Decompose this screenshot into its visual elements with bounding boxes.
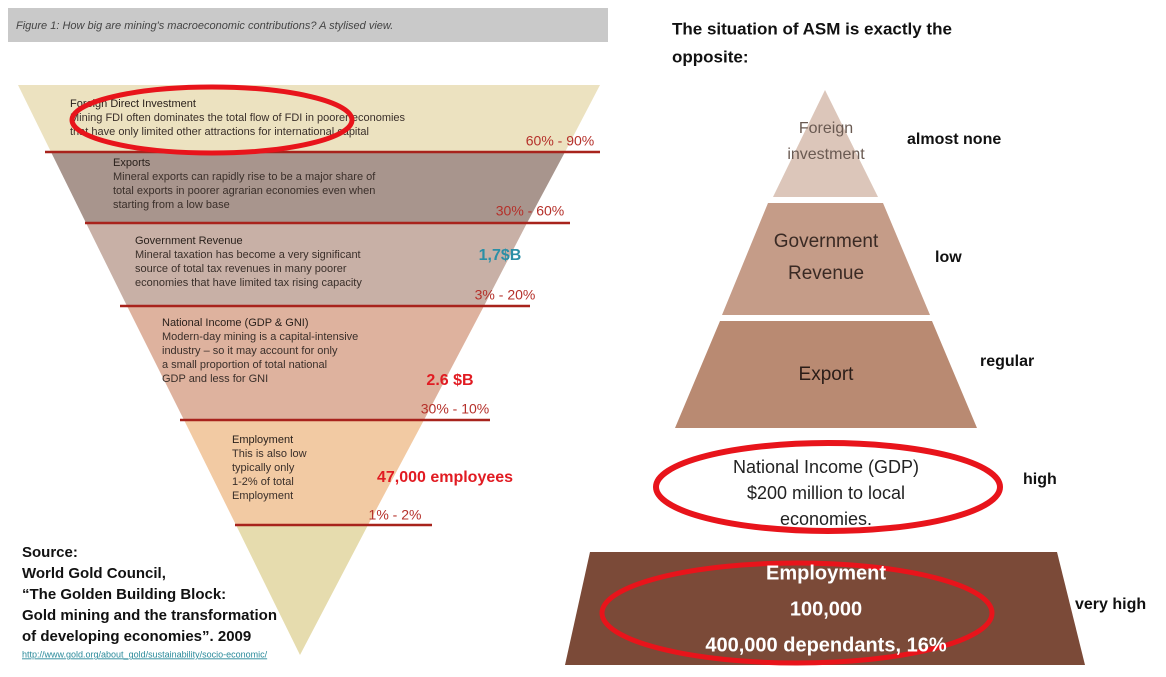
level-text: economies that have limited tax rising c… (135, 277, 362, 289)
highlight-ellipse (599, 560, 995, 666)
level-figure: 1,7$B (479, 247, 522, 264)
pyramid-rating: very high (1075, 596, 1146, 613)
level-title: Employment (232, 434, 293, 446)
level-text: Mineral taxation has become a very signi… (135, 249, 361, 261)
level-text: This is also low (232, 448, 307, 460)
pyramid-level (773, 90, 878, 197)
funnel-band (51, 152, 565, 223)
pyramid-label: National Income (GDP) (733, 457, 919, 477)
level-figure: 47,000 employees (377, 469, 513, 486)
level-range: 30% - 10% (421, 401, 489, 417)
funnel-band (18, 85, 600, 152)
highlight-ellipse (69, 84, 355, 156)
level-text: Modern-day mining is a capital-intensive (162, 331, 358, 343)
level-text: Employment (232, 490, 293, 502)
pyramid-label: Revenue (788, 263, 864, 284)
funnel-band (86, 223, 527, 306)
level-text: that have only limited other attractions… (70, 126, 369, 138)
funnel-band (184, 420, 424, 525)
funnel-band (127, 306, 484, 420)
pyramid (565, 90, 1085, 666)
level-range: 3% - 20% (475, 287, 536, 303)
level-title: Exports (113, 157, 151, 169)
pyramid-label: 400,000 dependants, 16% (705, 634, 946, 656)
source: Source: World Gold Council, “The Golden Bu… (22, 544, 277, 645)
pyramid-label: 100,000 (790, 598, 862, 620)
separators (45, 150, 600, 527)
pyramid-rating: almost none (907, 131, 1001, 148)
pyramid-rating: low (935, 249, 962, 266)
level-text: Mining FDI often dominates the total flo… (70, 112, 406, 124)
source-line: Gold mining and the transformation (22, 607, 277, 624)
level-text: typically only (232, 462, 295, 474)
pyramid-label: Export (799, 364, 855, 385)
funnel-band (236, 525, 368, 655)
pyramid-label: investment (787, 146, 865, 163)
level-range: 30% - 60% (496, 203, 564, 219)
pyramid-label: Employment (766, 562, 886, 584)
level-range: 1% - 2% (369, 507, 422, 523)
caption-bar (8, 8, 608, 42)
level-title: National Income (GDP & GNI) (162, 317, 309, 329)
pyramid-level (722, 203, 930, 315)
funnel (18, 85, 600, 655)
source-line: World Gold Council, (22, 565, 166, 582)
heading: The situation of ASM is exactly the oppos… (672, 19, 952, 66)
pyramid-level (565, 552, 1085, 665)
level-text: Mineral exports can rapidly rise to be a… (113, 171, 376, 183)
pyramid-rating: high (1023, 471, 1057, 488)
level-figure: 2.6 $B (426, 372, 473, 389)
pyramid-text: Foreign investment almost none Government Re… (705, 120, 1146, 656)
caption: Figure 1: How big are mining's macroecon… (16, 20, 393, 32)
level-title: Government Revenue (135, 235, 243, 247)
source-link[interactable]: http://www.gold.org/about_gold/sustainab… (22, 649, 268, 659)
level-text: industry – so it may account for only (162, 345, 338, 357)
pyramid-label: Foreign (799, 120, 853, 137)
pyramid-label: $200 million to local (747, 483, 905, 503)
highlight-ellipse (653, 440, 1003, 534)
source-line: Source: (22, 544, 78, 561)
level-text: GDP and less for GNI (162, 373, 268, 385)
heading-line: opposite: (672, 47, 749, 66)
heading-line: The situation of ASM is exactly the (672, 19, 952, 38)
level-text: a small proportion of total national (162, 359, 327, 371)
pyramid-label: economies. (780, 509, 872, 529)
level-text: total exports in poorer agrarian economi… (113, 185, 375, 197)
level-range: 60% - 90% (526, 133, 594, 149)
level-text: 1-2% of total (232, 476, 294, 488)
source-line: of developing economies”. 2009 (22, 628, 251, 645)
level-text: starting from a low base (113, 199, 230, 211)
level-text: source of total tax revenues in many poo… (135, 263, 347, 275)
pyramid-rating: regular (980, 353, 1034, 370)
pyramid-label: Government (774, 231, 879, 252)
source-line: “The Golden Building Block: (22, 586, 226, 603)
pyramid-level (675, 321, 977, 428)
